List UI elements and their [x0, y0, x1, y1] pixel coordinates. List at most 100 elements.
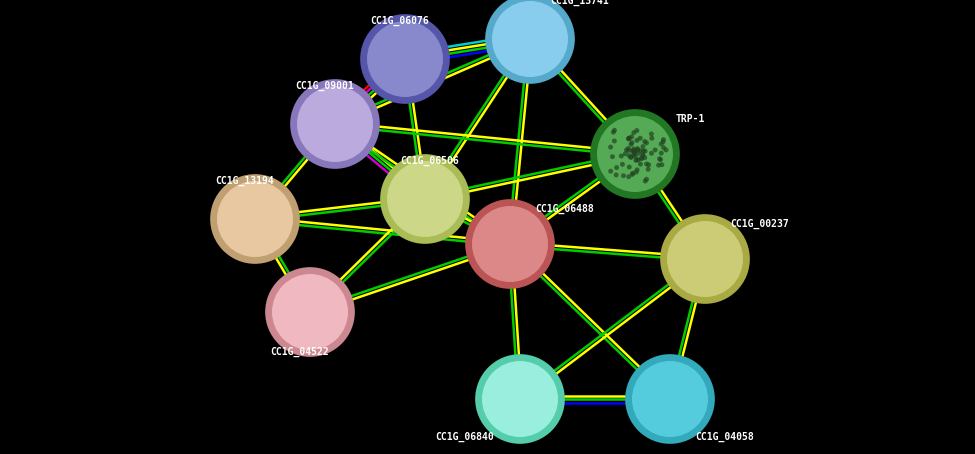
- Ellipse shape: [639, 156, 644, 161]
- Ellipse shape: [492, 1, 568, 77]
- Ellipse shape: [626, 146, 631, 151]
- Ellipse shape: [632, 361, 708, 437]
- Ellipse shape: [629, 142, 634, 147]
- Ellipse shape: [659, 162, 664, 167]
- Ellipse shape: [475, 354, 565, 444]
- Ellipse shape: [465, 199, 555, 289]
- Ellipse shape: [613, 173, 619, 178]
- Ellipse shape: [631, 153, 637, 157]
- Ellipse shape: [632, 150, 638, 155]
- Ellipse shape: [643, 139, 647, 144]
- Text: CC1G_13194: CC1G_13194: [215, 176, 274, 186]
- Ellipse shape: [608, 169, 613, 173]
- Ellipse shape: [367, 21, 443, 97]
- Ellipse shape: [641, 152, 645, 157]
- Ellipse shape: [656, 163, 661, 168]
- Ellipse shape: [638, 136, 643, 141]
- Ellipse shape: [611, 130, 616, 135]
- Ellipse shape: [627, 136, 632, 140]
- Ellipse shape: [625, 354, 715, 444]
- Ellipse shape: [380, 154, 470, 244]
- Ellipse shape: [635, 146, 640, 151]
- Ellipse shape: [667, 221, 743, 297]
- Ellipse shape: [635, 128, 640, 133]
- Ellipse shape: [597, 116, 673, 192]
- Text: CC1G_13741: CC1G_13741: [551, 0, 609, 6]
- Text: CC1G_06506: CC1G_06506: [401, 156, 459, 166]
- Ellipse shape: [636, 158, 641, 163]
- Text: CC1G_06840: CC1G_06840: [436, 432, 494, 442]
- Ellipse shape: [661, 145, 666, 150]
- Ellipse shape: [482, 361, 558, 437]
- Ellipse shape: [664, 148, 669, 153]
- Ellipse shape: [652, 148, 657, 153]
- Text: CC1G_00237: CC1G_00237: [730, 219, 790, 229]
- Ellipse shape: [636, 151, 641, 156]
- Ellipse shape: [631, 171, 636, 176]
- Ellipse shape: [634, 158, 639, 163]
- Text: CC1G_06488: CC1G_06488: [535, 204, 595, 214]
- Ellipse shape: [645, 167, 650, 172]
- Ellipse shape: [644, 140, 649, 145]
- Ellipse shape: [658, 157, 663, 162]
- Ellipse shape: [633, 154, 638, 159]
- Ellipse shape: [660, 214, 750, 304]
- Ellipse shape: [659, 151, 664, 156]
- Ellipse shape: [626, 136, 631, 141]
- Ellipse shape: [291, 79, 380, 169]
- Ellipse shape: [642, 148, 646, 153]
- Ellipse shape: [640, 156, 644, 161]
- Ellipse shape: [649, 136, 654, 141]
- Ellipse shape: [623, 151, 628, 156]
- Ellipse shape: [641, 144, 645, 149]
- Ellipse shape: [486, 0, 575, 84]
- Text: TRP-1: TRP-1: [676, 114, 705, 124]
- Ellipse shape: [632, 150, 637, 155]
- Ellipse shape: [624, 148, 629, 153]
- Ellipse shape: [636, 148, 641, 152]
- Ellipse shape: [643, 178, 647, 183]
- Ellipse shape: [610, 154, 615, 159]
- Text: CC1G_06076: CC1G_06076: [370, 16, 429, 26]
- Text: CC1G_09001: CC1G_09001: [295, 81, 354, 91]
- Ellipse shape: [644, 162, 649, 167]
- Ellipse shape: [265, 267, 355, 357]
- Ellipse shape: [632, 148, 637, 153]
- Ellipse shape: [612, 138, 617, 143]
- Ellipse shape: [630, 140, 635, 145]
- Ellipse shape: [631, 148, 636, 153]
- Ellipse shape: [649, 151, 654, 156]
- Ellipse shape: [631, 147, 636, 152]
- Ellipse shape: [628, 155, 633, 160]
- Text: CC1G_04522: CC1G_04522: [271, 347, 330, 357]
- Ellipse shape: [627, 164, 632, 169]
- Ellipse shape: [633, 149, 638, 154]
- Ellipse shape: [646, 163, 651, 168]
- Ellipse shape: [619, 153, 624, 158]
- Ellipse shape: [635, 138, 640, 143]
- Ellipse shape: [644, 177, 649, 182]
- Ellipse shape: [643, 148, 647, 153]
- Ellipse shape: [638, 162, 643, 167]
- Ellipse shape: [387, 161, 463, 237]
- Ellipse shape: [659, 142, 664, 147]
- Ellipse shape: [630, 172, 635, 177]
- Ellipse shape: [272, 274, 348, 350]
- Ellipse shape: [217, 181, 293, 257]
- Ellipse shape: [635, 157, 640, 162]
- Ellipse shape: [211, 174, 300, 264]
- Ellipse shape: [630, 148, 635, 153]
- Ellipse shape: [661, 137, 666, 142]
- Ellipse shape: [626, 148, 631, 153]
- Ellipse shape: [627, 153, 632, 158]
- Text: CC1G_04058: CC1G_04058: [695, 432, 755, 442]
- Ellipse shape: [629, 154, 634, 159]
- Ellipse shape: [638, 148, 643, 153]
- Ellipse shape: [634, 170, 639, 174]
- Ellipse shape: [626, 137, 631, 141]
- Ellipse shape: [360, 14, 449, 104]
- Ellipse shape: [620, 162, 625, 167]
- Ellipse shape: [657, 156, 662, 161]
- Ellipse shape: [472, 206, 548, 282]
- Ellipse shape: [629, 134, 634, 139]
